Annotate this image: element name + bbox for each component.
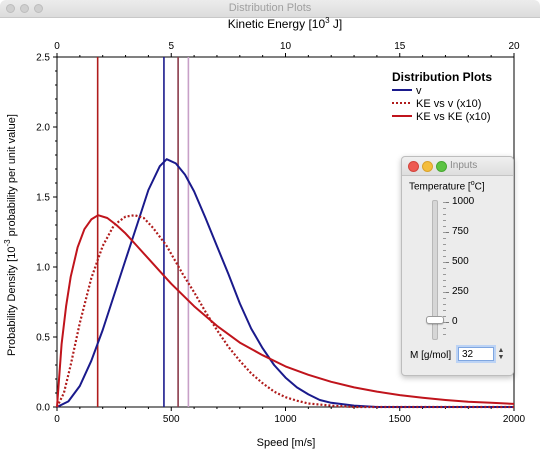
x-top-tick-label: 10 bbox=[280, 41, 292, 52]
stepper-down-icon[interactable]: ▼ bbox=[497, 354, 505, 361]
x-top-axis-label: Kinetic Energy [103 J] bbox=[228, 17, 343, 31]
slider-minor-tick bbox=[443, 208, 446, 209]
inputs-panel-titlebar: Inputs bbox=[402, 157, 513, 176]
slider-tick-label: 1000 bbox=[452, 196, 475, 207]
mass-label: M [g/mol] bbox=[410, 350, 452, 361]
y-tick-label: 1.0 bbox=[36, 263, 50, 274]
slider-minor-tick bbox=[443, 262, 446, 263]
x-top-tick-label: 5 bbox=[168, 41, 174, 52]
slider-tick bbox=[443, 202, 449, 203]
x-axis-label: Speed [m/s] bbox=[257, 437, 316, 449]
slider-tick-label: 250 bbox=[452, 286, 469, 297]
slider-minor-tick bbox=[443, 322, 446, 323]
slider-minor-tick bbox=[443, 280, 446, 281]
legend-entry-label: KE vs KE (x10) bbox=[416, 111, 491, 123]
inputs-close-button[interactable] bbox=[408, 161, 419, 172]
stepper-up-icon[interactable]: ▲ bbox=[497, 347, 505, 354]
mass-stepper[interactable]: ▲ ▼ bbox=[497, 347, 505, 361]
slider-minor-tick bbox=[443, 298, 446, 299]
slider-minor-tick bbox=[443, 250, 446, 251]
slider-minor-tick bbox=[443, 334, 446, 335]
slider-tick-label: 0 bbox=[452, 316, 458, 327]
slider-tick-label: 750 bbox=[452, 226, 469, 237]
series-line bbox=[56, 214, 514, 409]
slider-minor-tick bbox=[443, 328, 446, 329]
temperature-label: Temperature [oC] bbox=[409, 180, 485, 193]
slider-minor-tick bbox=[443, 214, 446, 215]
legend-entry-label: KE vs v (x10) bbox=[416, 98, 481, 110]
x-tick-label: 2000 bbox=[503, 414, 526, 425]
slider-minor-tick bbox=[443, 226, 446, 227]
slider-minor-tick bbox=[443, 310, 446, 311]
close-window-button[interactable] bbox=[6, 4, 15, 13]
inputs-panel-title: Inputs bbox=[450, 160, 478, 171]
series-line bbox=[56, 158, 514, 408]
y-tick-label: 0.5 bbox=[36, 333, 50, 344]
legend-entry-label: v bbox=[416, 85, 422, 97]
distribution-chart: 0 500 1000 1500 2000 0 5 10 15 20 0.0 0.5 1.0 1.5 2.0 2… bbox=[3, 17, 526, 449]
slider-minor-tick bbox=[443, 316, 446, 317]
x-tick-label: 0 bbox=[54, 414, 60, 425]
slider-minor-tick bbox=[443, 304, 446, 305]
series-line bbox=[56, 214, 515, 408]
slider-minor-tick bbox=[443, 244, 446, 245]
minimize-window-button[interactable] bbox=[20, 4, 29, 13]
x-tick-label: 1000 bbox=[274, 414, 297, 425]
x-tick-label: 1500 bbox=[389, 414, 412, 425]
slider-minor-tick bbox=[443, 292, 446, 293]
x-top-tick-label: 15 bbox=[394, 41, 406, 52]
inputs-panel: Inputs Temperature [oC] 1000 750 500 250 0 M… bbox=[401, 156, 514, 376]
slider-tick bbox=[443, 322, 449, 323]
y-axis-label: Probability Density [10-3 probability pe… bbox=[3, 114, 18, 356]
x-top-tick-label: 0 bbox=[54, 41, 60, 52]
y-tick-label: 2.5 bbox=[36, 53, 50, 64]
window-title: Distribution Plots bbox=[228, 2, 312, 14]
zoom-window-button[interactable] bbox=[34, 4, 43, 13]
slider-minor-tick bbox=[443, 220, 446, 221]
slider-tick bbox=[443, 232, 449, 233]
legend-title: Distribution Plots bbox=[392, 70, 492, 84]
x-tick-label: 500 bbox=[163, 414, 180, 425]
temperature-slider-thumb[interactable] bbox=[426, 316, 444, 324]
slider-tick bbox=[443, 262, 449, 263]
slider-tick-label: 500 bbox=[452, 256, 469, 267]
slider-tick bbox=[443, 292, 449, 293]
y-tick-label: 0.0 bbox=[36, 403, 50, 414]
x-top-tick-label: 20 bbox=[508, 41, 520, 52]
slider-minor-tick bbox=[443, 286, 446, 287]
inputs-minimize-button[interactable] bbox=[422, 161, 433, 172]
slider-minor-tick bbox=[443, 202, 446, 203]
slider-minor-tick bbox=[443, 238, 446, 239]
temperature-slider-track[interactable] bbox=[432, 200, 438, 340]
mass-input[interactable]: 32 bbox=[458, 347, 494, 361]
window-titlebar: Distribution Plots bbox=[0, 0, 540, 18]
slider-minor-tick bbox=[443, 232, 446, 233]
slider-minor-tick bbox=[443, 256, 446, 257]
inputs-zoom-button[interactable] bbox=[436, 161, 447, 172]
y-tick-label: 2.0 bbox=[36, 123, 50, 134]
slider-minor-tick bbox=[443, 274, 446, 275]
y-tick-label: 1.5 bbox=[36, 193, 50, 204]
slider-minor-tick bbox=[443, 268, 446, 269]
